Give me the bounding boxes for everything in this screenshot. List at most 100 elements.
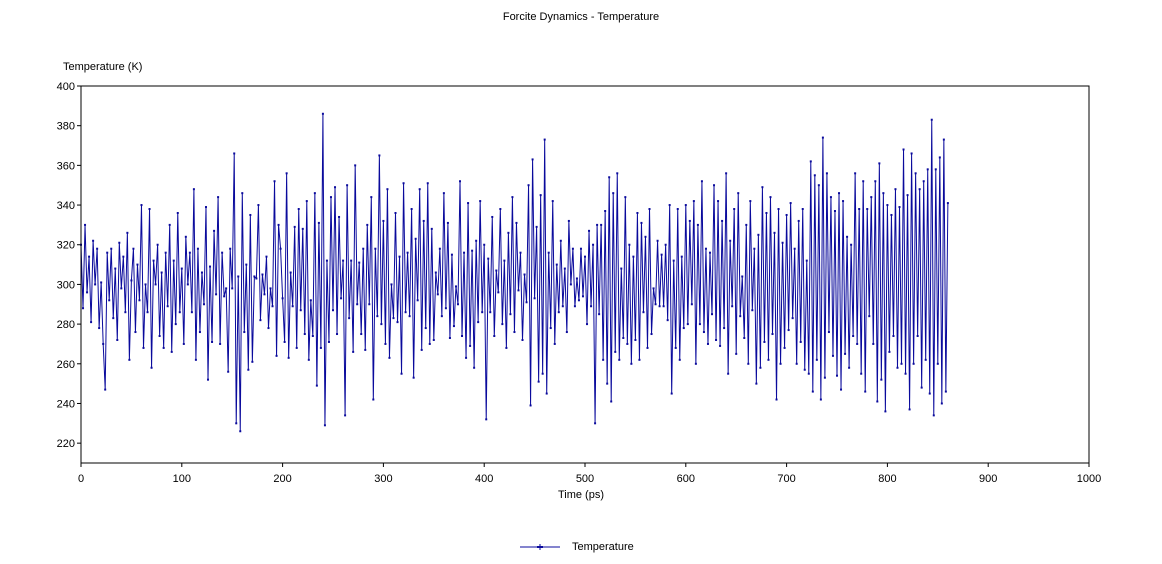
data-point — [372, 398, 375, 401]
data-point — [852, 335, 855, 338]
data-point — [858, 208, 861, 211]
data-point — [321, 112, 324, 115]
y-tick-label: 360 — [57, 160, 75, 172]
data-point — [807, 372, 810, 375]
data-point — [846, 235, 849, 238]
data-point — [809, 160, 812, 163]
data-point — [273, 180, 276, 183]
data-point — [650, 333, 653, 336]
data-point — [219, 342, 222, 345]
data-point — [430, 227, 433, 230]
legend-label: Temperature — [572, 541, 634, 553]
data-point — [207, 378, 210, 381]
data-point — [751, 309, 754, 312]
data-point — [94, 283, 97, 286]
data-point — [237, 275, 240, 278]
data-point — [176, 211, 179, 214]
data-point — [156, 243, 159, 246]
data-point — [336, 333, 339, 336]
data-point — [791, 317, 794, 320]
data-point — [586, 323, 589, 326]
data-point — [757, 233, 760, 236]
data-point — [815, 358, 818, 361]
x-tick-label: 700 — [777, 473, 795, 485]
data-point — [727, 372, 730, 375]
data-point — [557, 311, 560, 314]
x-tick-label: 500 — [576, 473, 594, 485]
data-point — [717, 200, 720, 203]
data-point — [138, 299, 141, 302]
data-point — [259, 319, 262, 322]
data-point — [900, 362, 903, 365]
data-point — [700, 180, 703, 183]
data-point — [311, 335, 314, 338]
data-point — [596, 223, 599, 226]
data-point — [606, 382, 609, 385]
data-point — [525, 301, 528, 304]
data-point — [140, 204, 143, 207]
data-point — [840, 388, 843, 391]
data-point — [773, 231, 776, 234]
data-point — [632, 255, 635, 258]
data-point — [928, 392, 931, 395]
data-point — [477, 321, 480, 324]
data-point — [180, 267, 183, 270]
data-point — [114, 267, 117, 270]
data-point — [414, 237, 417, 240]
data-point — [801, 208, 804, 211]
data-point — [870, 196, 873, 199]
data-point — [426, 182, 429, 185]
data-point — [247, 368, 250, 371]
data-point — [459, 180, 462, 183]
y-tick-label: 280 — [57, 319, 75, 331]
data-point — [307, 358, 310, 361]
data-point — [817, 184, 820, 187]
y-axis-label: Temperature (K) — [63, 61, 143, 73]
data-point — [186, 283, 189, 286]
data-point — [319, 346, 322, 349]
data-point — [198, 331, 201, 334]
data-point — [166, 305, 169, 308]
data-point — [636, 211, 639, 214]
data-point — [706, 342, 709, 345]
data-point — [785, 213, 788, 216]
data-point — [777, 208, 780, 211]
data-point — [418, 188, 421, 191]
data-point — [202, 303, 205, 306]
data-point — [686, 323, 689, 326]
data-point — [509, 313, 512, 316]
data-point — [243, 331, 246, 334]
data-point — [856, 342, 859, 345]
axis-ticks: 0 100 200 300 400 500 600 700 800 900 1000 220 240 26… — [57, 81, 1102, 485]
data-point — [646, 346, 649, 349]
data-point — [505, 346, 508, 349]
data-point — [896, 366, 899, 369]
data-point — [549, 327, 552, 330]
data-point — [428, 342, 431, 345]
data-point — [295, 346, 298, 349]
data-point — [914, 172, 917, 175]
data-point — [628, 243, 631, 246]
data-point — [132, 247, 135, 250]
data-point — [88, 255, 91, 258]
data-point — [664, 243, 667, 246]
data-point — [884, 410, 887, 413]
data-point — [590, 305, 593, 308]
data-point — [539, 194, 542, 197]
data-point — [152, 259, 155, 262]
data-point — [670, 392, 673, 395]
data-point — [533, 297, 536, 300]
data-point — [350, 259, 353, 262]
data-point — [150, 366, 153, 369]
data-point — [217, 196, 220, 199]
data-point — [313, 192, 316, 195]
data-point — [805, 259, 808, 262]
data-point — [850, 243, 853, 246]
data-point — [370, 196, 373, 199]
data-point — [112, 317, 115, 320]
data-point — [684, 204, 687, 207]
data-point — [334, 186, 337, 189]
data-point — [404, 311, 407, 314]
data-point — [946, 202, 949, 205]
data-point — [164, 251, 167, 254]
